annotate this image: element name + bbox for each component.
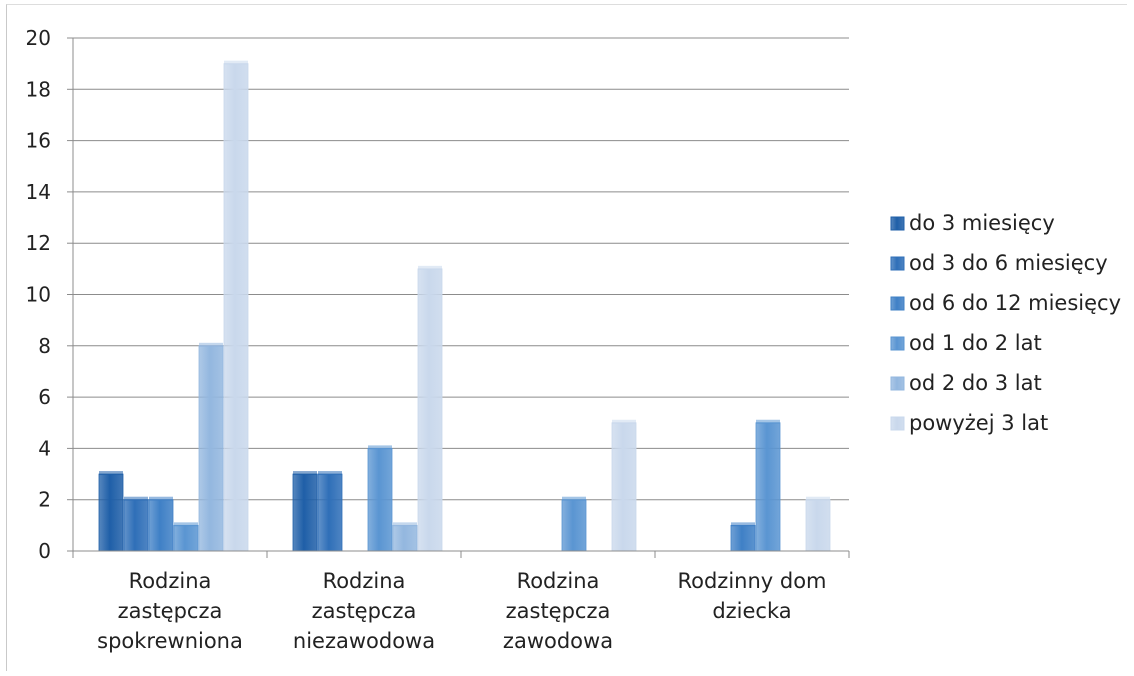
bar [123,499,149,552]
y-tick-label: 16 [26,129,51,153]
y-tick-label: 20 [26,26,51,50]
bar-cap [293,471,317,476]
x-category-label: Rodzina zastępcza niezawodowa [293,569,435,653]
legend-swatch [890,296,905,311]
legend-swatch [890,216,905,231]
bar [292,473,318,552]
y-tick-label: 8 [38,334,51,358]
bar-cap [393,522,417,527]
x-category-label: Rodzinny dom dziecka [677,569,826,623]
bar [223,63,249,552]
bar [98,473,124,552]
bars [98,60,831,552]
y-tick-label: 6 [38,385,51,409]
legend-swatch [890,376,905,391]
legend-label: od 6 do 12 miesięcy [909,291,1121,315]
bar-cap [612,419,636,424]
x-axis: Rodzina zastępcza spokrewniona Rodzina zastę… [72,550,850,653]
legend-label: od 3 do 6 miesięcy [909,251,1108,275]
bar-cap [174,522,198,527]
bar [611,422,637,552]
y-tick-label: 4 [38,436,51,460]
bar [392,524,418,552]
legend-swatch [890,416,905,431]
bar [367,447,393,552]
y-tick-label: 0 [38,539,51,563]
y-tick-label: 2 [38,488,51,512]
gridlines [73,37,849,552]
bar-cap [368,445,392,450]
chart-frame: 0 2 4 6 8 10 12 14 16 18 20 Rodzina zastępcza spokre… [6,4,1127,671]
legend-swatch [890,336,905,351]
y-axis: 0 2 4 6 8 10 12 14 16 18 20 [26,26,74,563]
bar-cap [731,522,755,527]
bar [755,422,781,552]
bar-cap [806,496,830,501]
bar [198,345,224,552]
bar-cap [756,419,780,424]
bar-cap [124,496,148,501]
legend-label: powyżej 3 lat [909,411,1048,435]
bar-chart: 0 2 4 6 8 10 12 14 16 18 20 Rodzina zastępcza spokre… [26,26,1121,653]
y-tick-label: 10 [26,283,51,307]
x-category-label: Rodzina zastępcza spokrewniona [97,569,243,653]
legend: do 3 miesięcy od 3 do 6 miesięcy od 6 do 1… [890,211,1121,435]
legend-label: do 3 miesięcy [909,211,1055,235]
bar [730,524,756,552]
bar [148,499,174,552]
bar [173,524,199,552]
legend-label: od 2 do 3 lat [909,371,1042,395]
bar-cap [224,60,248,65]
bar-cap [418,265,442,270]
bar-cap [199,342,223,347]
legend-label: od 1 do 2 lat [909,331,1042,355]
bar-cap [149,496,173,501]
bar [317,473,343,552]
x-category-label: Rodzina zastępcza zawodowa [503,569,613,653]
bar-cap [318,471,342,476]
y-tick-label: 18 [26,77,51,101]
y-tick-label: 14 [26,180,51,204]
y-tick-label: 12 [26,231,51,255]
legend-swatch [890,256,905,271]
bar [805,499,831,552]
bar-cap [99,471,123,476]
bar [561,499,587,552]
bar [417,268,443,552]
bar-cap [562,496,586,501]
